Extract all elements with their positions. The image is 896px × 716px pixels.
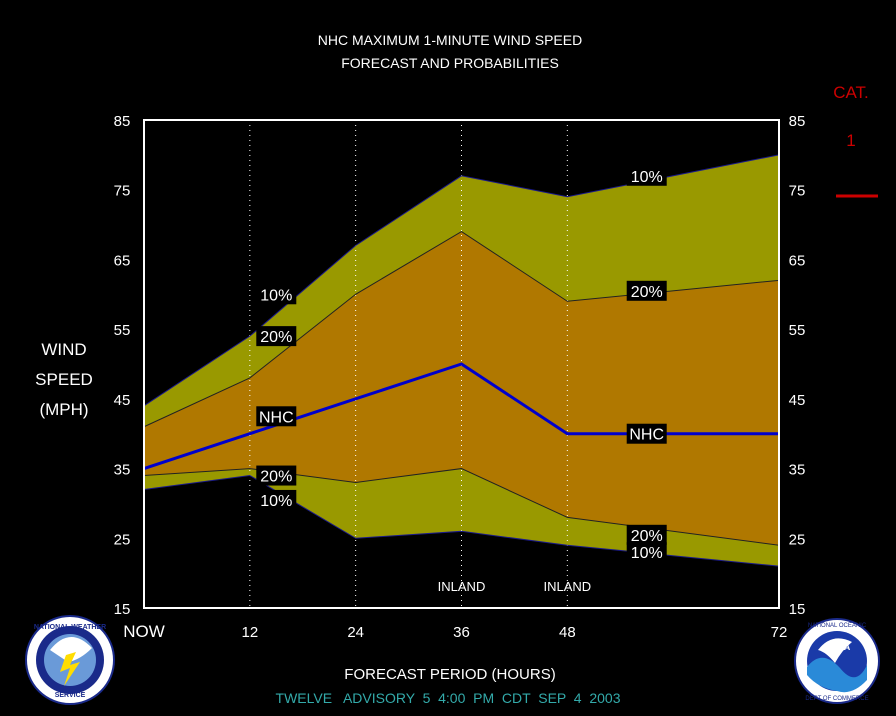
y-tick-left-25: 25: [114, 531, 131, 548]
noaa-logo: NOAA NATIONAL OCEANIC DEPT OF COMMERCE: [794, 618, 880, 704]
band-label-text: 20%: [631, 284, 663, 301]
band-label-box: [626, 542, 667, 563]
y-tick-right-45: 45: [789, 392, 806, 409]
y-tick-left-15: 15: [114, 601, 131, 618]
band-label-box: [256, 406, 297, 427]
band-label-box: [626, 524, 667, 545]
chart-title: NHC MAXIMUM 1-MINUTE WIND SPEED: [318, 32, 582, 48]
band-label-box: [256, 326, 297, 347]
y-tick-left-55: 55: [114, 322, 131, 339]
band-label-7: NHC: [626, 423, 667, 444]
band-label-box: [626, 423, 667, 444]
nhc-forecast-line: [143, 362, 779, 470]
series-lines: [143, 154, 780, 567]
band-label-text: 20%: [260, 469, 292, 486]
band-label-box: [626, 165, 667, 186]
y-tick-left-65: 65: [114, 252, 131, 269]
band-label-6: 20%: [626, 280, 667, 301]
x-tick-48: 48: [559, 624, 576, 641]
axes: 15 15 25 25 35 35 45 45 55 55 65 65 75 75 85 85 NOW 12 24 3…: [114, 113, 806, 641]
svg-text:NOAA: NOAA: [824, 642, 851, 652]
svg-text:NATIONAL OCEANIC: NATIONAL OCEANIC: [808, 623, 867, 629]
y-tick-right-15: 15: [789, 601, 806, 618]
chart-subtitle: FORECAST AND PROBABILITIES: [341, 55, 559, 71]
national-weather-service-logo: NATIONAL WEATHER SERVICE: [25, 615, 115, 705]
category-header: CAT.: [833, 83, 869, 102]
lower-10-line: [143, 475, 780, 567]
lower-20-line: [143, 468, 780, 546]
y-tick-left-35: 35: [114, 462, 131, 479]
inland-marker-0: INLAND: [438, 579, 486, 594]
band-label-1: 20%: [256, 326, 297, 347]
inland-marker-1: INLAND: [543, 579, 591, 594]
band-label-text: 20%: [260, 329, 292, 346]
x-tick-72: 72: [771, 624, 788, 641]
y-tick-right-65: 65: [789, 252, 806, 269]
x-tick-24: 24: [347, 624, 364, 641]
band-label-4: 10%: [256, 489, 297, 510]
y-tick-right-55: 55: [789, 322, 806, 339]
band-label-box: [256, 465, 297, 486]
band-label-text: 10%: [631, 169, 663, 186]
y-tick-left-45: 45: [114, 392, 131, 409]
plot-frame: [143, 119, 780, 609]
band-label-box: [256, 489, 297, 510]
band-label-box: [256, 284, 297, 305]
x-tick-now: NOW: [123, 622, 165, 641]
y-tick-left-85: 85: [114, 113, 131, 130]
y-tick-left-75: 75: [114, 183, 131, 200]
y-axis-label-line1: WIND: [41, 340, 86, 359]
svg-text:SERVICE: SERVICE: [55, 692, 86, 699]
x-tick-36: 36: [453, 624, 470, 641]
band-label-0: 10%: [256, 284, 297, 305]
upper-20-line: [143, 230, 780, 428]
band-label-text: 20%: [631, 528, 663, 545]
svg-text:DEPT OF COMMERCE: DEPT OF COMMERCE: [805, 696, 868, 702]
band-label-9: 10%: [626, 542, 667, 563]
advisory-footer: TWELVE ADVISORY 5 4:00 PM CDT SEP 4 2003: [276, 690, 621, 706]
inner-probability-band: [144, 231, 779, 546]
x-tick-12: 12: [241, 624, 258, 641]
y-tick-right-75: 75: [789, 183, 806, 200]
y-tick-right-85: 85: [789, 113, 806, 130]
band-label-3: 20%: [256, 465, 297, 486]
band-label-text: 10%: [631, 545, 663, 562]
band-label-5: 10%: [626, 165, 667, 186]
band-label-text: 10%: [260, 287, 292, 304]
y-tick-right-25: 25: [789, 531, 806, 548]
band-label-text: 10%: [260, 493, 292, 510]
y-axis-label-line2: SPEED: [35, 370, 93, 389]
band-label-text: NHC: [259, 409, 294, 426]
y-axis-label-line3: (MPH): [39, 400, 88, 419]
band-label-8: 20%: [626, 524, 667, 545]
upper-10-line: [143, 154, 780, 407]
category-value: 1: [846, 131, 855, 150]
band-label-box: [626, 280, 667, 301]
svg-text:NATIONAL WEATHER: NATIONAL WEATHER: [34, 624, 106, 631]
x-axis-label: FORECAST PERIOD (HOURS): [344, 666, 555, 683]
band-label-text: NHC: [629, 427, 664, 444]
band-label-2: NHC: [256, 406, 297, 427]
y-tick-right-35: 35: [789, 462, 806, 479]
